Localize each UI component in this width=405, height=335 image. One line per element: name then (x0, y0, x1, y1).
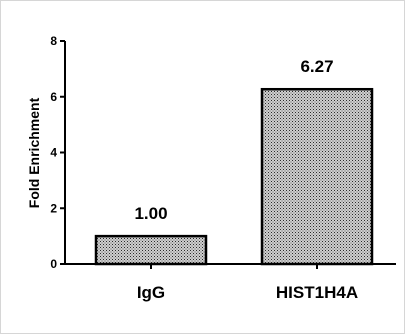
y-tick-label: 0 (50, 257, 57, 271)
bar-hist1h4a (260, 87, 374, 266)
y-axis-title: Fold Enrichment (26, 97, 42, 208)
data-label: 6.27 (300, 57, 333, 76)
bar-igg (94, 234, 208, 266)
data-labels: 1.00 6.27 (134, 57, 333, 223)
y-tick-label: 8 (50, 34, 57, 48)
x-tick-label: IgG (137, 283, 165, 302)
y-tick-label: 6 (50, 90, 57, 104)
bars (94, 87, 374, 266)
x-tick-label: HIST1H4A (276, 283, 358, 302)
x-axis: IgG HIST1H4A (65, 263, 396, 302)
y-tick-label: 2 (50, 201, 57, 215)
y-axis: 0 2 4 6 8 (50, 34, 66, 271)
data-label: 1.00 (134, 204, 167, 223)
y-tick-label: 4 (50, 146, 57, 160)
